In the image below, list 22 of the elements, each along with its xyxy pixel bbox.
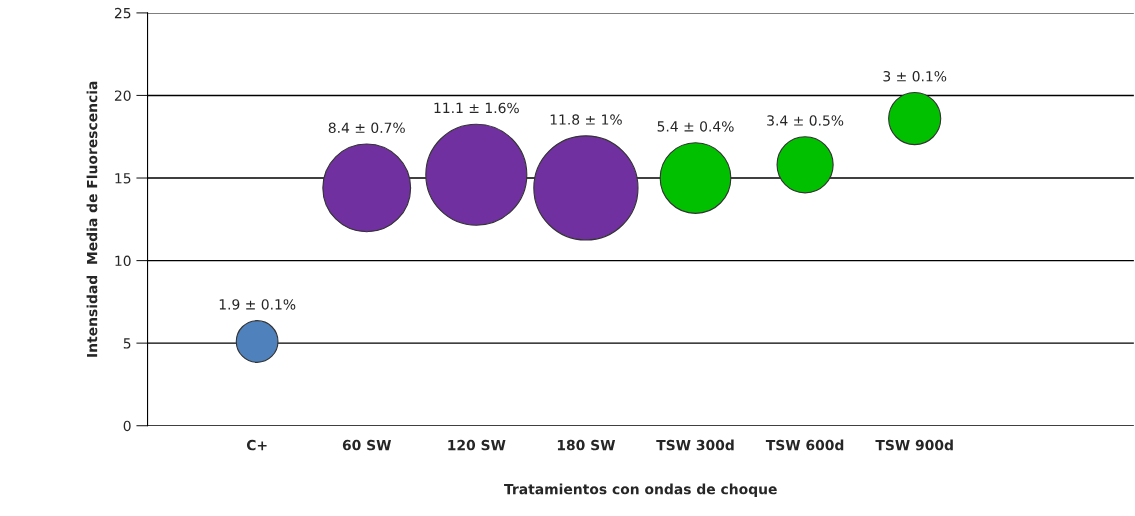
x-tick-label: 120 SW xyxy=(448,439,506,451)
data-label: 8.4 ± 0.7% xyxy=(328,122,405,134)
data-label: 3.4 ± 0.5% xyxy=(767,115,844,126)
x-tick-label: C+ xyxy=(246,439,267,451)
y-tick-label: 15 xyxy=(115,173,131,184)
x-tick-label: 60 SW xyxy=(342,439,392,451)
x-tick-label: TSW 600d xyxy=(765,439,844,451)
x-tick-label: 180 SW xyxy=(557,439,616,451)
x-tick-label: TSW 900d xyxy=(875,439,953,451)
x-axis-title: Tratamientos con ondas de choque xyxy=(504,483,777,498)
y-tick-label: 20 xyxy=(114,90,131,101)
data-label: 11.1 ± 1.6% xyxy=(434,102,519,114)
data-label: 5.4 ± 0.4% xyxy=(657,121,734,132)
data-label: 1.9 ± 0.1% xyxy=(219,299,296,310)
y-tick-label: 25 xyxy=(114,7,131,19)
y-axis-title: Intensidad Media de Fluorescencia xyxy=(86,81,98,357)
y-tick-label: 10 xyxy=(115,255,131,267)
y-tick-label: 5 xyxy=(123,338,131,349)
x-tick-label: TSW 300d xyxy=(656,439,734,451)
data-label: 11.8 ± 1% xyxy=(550,114,622,125)
data-label: 3 ± 0.1% xyxy=(883,71,947,82)
y-tick-label: 0 xyxy=(123,420,131,432)
